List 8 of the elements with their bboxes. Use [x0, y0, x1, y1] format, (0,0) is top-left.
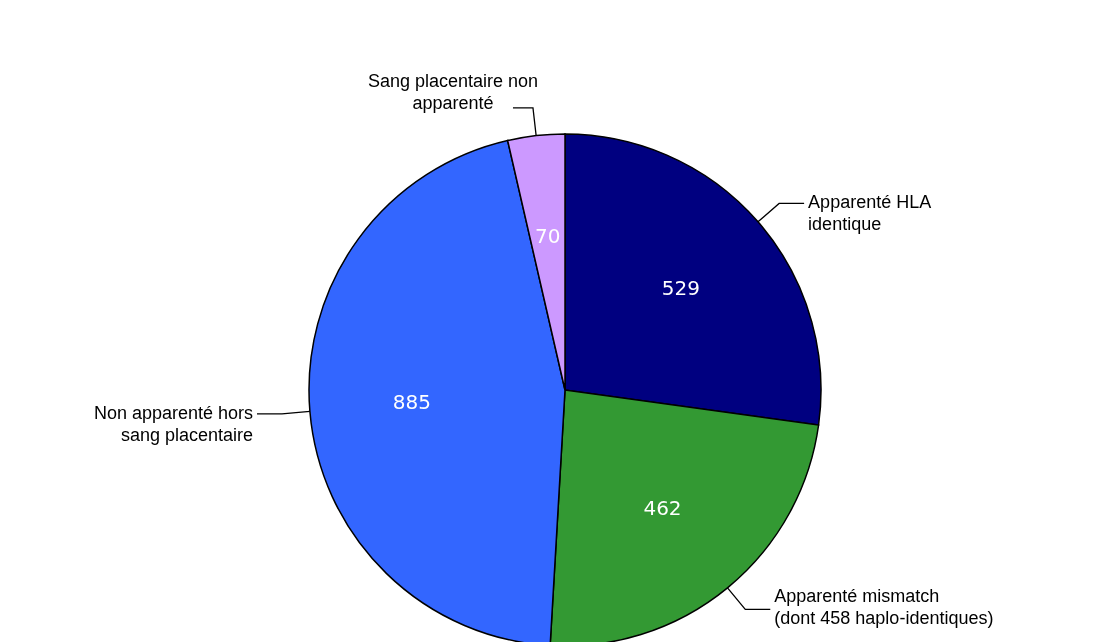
slice-label: Non apparenté hors sang placentaire [93, 402, 253, 445]
data-label: 885 [392, 389, 432, 414]
slice-label: Sang placentaire non apparenté [367, 70, 539, 113]
data-label: 462 [643, 495, 682, 520]
slice-label: Apparenté mismatch (dont 458 haplo-identiques) [774, 586, 994, 629]
data-label: 529 [661, 276, 700, 301]
slice-label: Apparenté HLA identique [808, 192, 932, 235]
data-label: 70 [534, 224, 561, 249]
